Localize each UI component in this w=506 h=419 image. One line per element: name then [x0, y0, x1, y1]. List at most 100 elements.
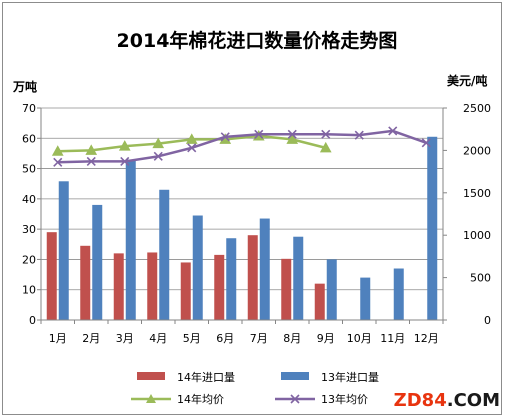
bar-13-import: [293, 236, 304, 320]
right-axis-tick-label: 0: [484, 314, 491, 327]
legend-item: 14年进口量: [137, 370, 235, 384]
legend-swatch: [137, 372, 165, 380]
bar-14-import: [281, 258, 292, 320]
chart-frame: 2014年棉花进口数量价格走势图 万吨 美元/吨 0 10 20 30 40 50 60 70…: [2, 2, 502, 415]
point-13-avg-price-stroke: [321, 129, 331, 139]
x-axis-category-label: 6月: [216, 332, 234, 345]
legend-label: 13年均价: [321, 392, 368, 406]
point-13-avg-price-stroke: [153, 151, 163, 161]
bar-14-import: [247, 235, 258, 320]
bar-13-import: [427, 136, 438, 320]
right-axis-unit-label: 美元/吨: [447, 73, 487, 88]
bar-14-import: [80, 245, 91, 320]
bar-13-import: [226, 238, 237, 320]
point-13-avg-price: [153, 151, 163, 161]
bar-14-import: [46, 232, 57, 320]
bar-series-group: [46, 136, 438, 320]
legend-item: 13年进口量: [281, 370, 379, 384]
legend-label: 14年进口量: [177, 370, 235, 384]
x-axis-category-label: 8月: [283, 332, 301, 345]
left-axis-tick-label: 50: [22, 163, 36, 176]
bar-13-import: [259, 218, 270, 320]
point-13-avg-price-stroke: [187, 143, 197, 153]
legend-item: 13年均价: [275, 392, 368, 406]
point-13-avg-price: [53, 157, 63, 167]
x-axis-category-label: 9月: [317, 332, 335, 345]
bar-13-import: [326, 259, 337, 320]
point-13-avg-price-stroke: [287, 129, 297, 139]
right-axis-tick-label: 2000: [463, 144, 491, 157]
point-13-avg-price-stroke: [388, 126, 398, 136]
legend-marker: [146, 394, 156, 403]
left-axis-tick-label: 40: [22, 193, 36, 206]
point-13-avg-price-stroke: [220, 132, 230, 142]
x-axis-category-label: 2月: [82, 332, 100, 345]
watermark-prefix: ZD84: [394, 390, 447, 411]
right-axis-tick-label: 1000: [463, 229, 491, 242]
point-14-avg-price: [286, 133, 299, 144]
legend-item: 14年均价: [131, 392, 224, 406]
bar-13-import: [92, 204, 103, 320]
bar-14-import: [147, 252, 158, 320]
line-series-group: [51, 126, 431, 167]
chart-title: 2014年棉花进口数量价格走势图: [117, 29, 398, 52]
legend-label: 13年进口量: [321, 370, 379, 384]
x-axis-category-label: 12月: [414, 332, 439, 345]
bar-13-import: [125, 159, 136, 320]
bar-14-import: [113, 253, 124, 320]
bar-13-import: [393, 268, 404, 320]
point-13-avg-price: [120, 156, 130, 166]
legend: 14年进口量 13年进口量 14年均价 13年均价: [131, 370, 379, 406]
watermark-dot: .: [447, 390, 454, 411]
point-14-avg-price: [185, 133, 198, 144]
point-13-avg-price: [421, 138, 431, 148]
point-14-avg-price: [152, 137, 165, 149]
bar-13-import: [360, 277, 371, 320]
x-axis-category-label: 7月: [250, 332, 268, 345]
x-axis-category-label: 4月: [149, 332, 167, 345]
point-13-avg-price-stroke: [254, 129, 264, 139]
bar-13-import: [58, 181, 69, 320]
left-axis-tick-label: 70: [22, 102, 36, 115]
svg-text:ZD84.COM: ZD84.COM: [394, 390, 500, 411]
x-axis-category-label: 1月: [49, 332, 67, 345]
point-13-avg-price: [254, 129, 264, 139]
left-axis-tick-label: 30: [22, 223, 36, 236]
point-14-avg-price: [118, 140, 131, 151]
point-13-avg-price: [354, 130, 364, 140]
watermark: ZD84.COM: [394, 390, 500, 411]
legend-swatch: [281, 372, 309, 380]
point-13-avg-price: [321, 129, 331, 139]
point-13-avg-price: [388, 126, 398, 136]
point-13-avg-price-stroke: [86, 156, 96, 166]
left-axis-tick-label: 10: [22, 284, 36, 297]
chart-svg: 2014年棉花进口数量价格走势图 万吨 美元/吨 0 10 20 30 40 50 60 70…: [12, 29, 500, 411]
axes-group: 0 10 20 30 40 50 60 70 0 500 1000 1500 2000 2500 1月 2月 3…: [22, 102, 491, 345]
left-axis-tick-label: 60: [22, 132, 36, 145]
point-13-avg-price-stroke: [421, 138, 431, 148]
point-13-avg-price-stroke: [354, 130, 364, 140]
point-14-avg-price: [85, 144, 98, 155]
right-axis-tick-label: 500: [470, 272, 491, 285]
bar-14-import: [180, 262, 191, 320]
bar-14-import: [214, 254, 225, 320]
x-axis-category-label: 5月: [183, 332, 201, 345]
watermark-suffix: COM: [454, 390, 500, 411]
point-13-avg-price: [287, 129, 297, 139]
point-13-avg-price: [187, 143, 197, 153]
left-axis-tick-label: 0: [29, 314, 36, 327]
left-axis-unit-label: 万吨: [12, 79, 37, 94]
point-14-avg-price: [51, 145, 64, 156]
x-axis-category-label: 10月: [347, 332, 372, 345]
legend-label: 14年均价: [177, 392, 224, 406]
line-13-avg-price: [57, 129, 427, 164]
right-axis-tick-label: 1500: [463, 187, 491, 200]
bar-13-import: [192, 215, 203, 320]
point-13-avg-price: [220, 132, 230, 142]
x-axis-category-label: 11月: [380, 332, 405, 345]
point-13-avg-price: [86, 156, 96, 166]
bar-13-import: [159, 189, 170, 320]
point-14-avg-price: [319, 141, 332, 153]
x-axis-category-label: 3月: [116, 332, 134, 345]
bar-14-import: [314, 283, 325, 320]
